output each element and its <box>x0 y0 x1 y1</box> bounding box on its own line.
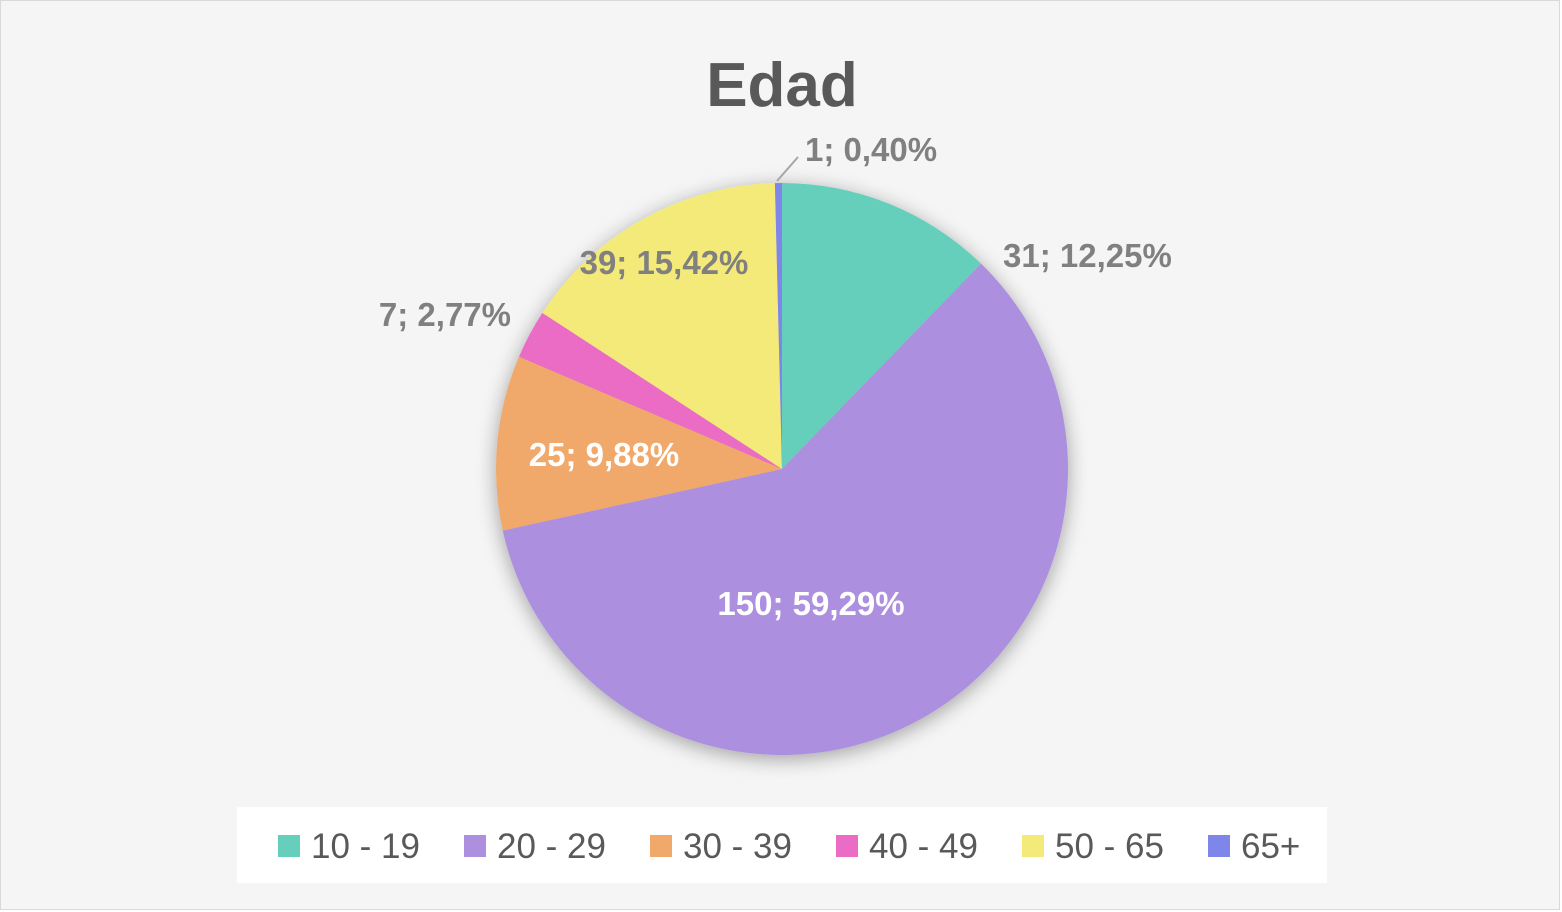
legend-label-65: 65+ <box>1241 827 1300 866</box>
legend-swatch-40-49 <box>836 835 858 857</box>
legend-box <box>237 807 1327 883</box>
legend-label-40-49: 40 - 49 <box>869 827 978 866</box>
pie-slice-40-49 <box>518 312 782 469</box>
legend-label-20-29: 20 - 29 <box>497 827 606 866</box>
data-label-30-39: 25; 9,88% <box>529 436 679 473</box>
legend-item-20-29: 20 - 29 <box>464 827 606 866</box>
legend-swatch-65 <box>1208 835 1230 857</box>
data-label-40-49: 7; 2,77% <box>379 296 511 333</box>
leader-line-65 <box>776 156 799 182</box>
pie-slices <box>496 183 1069 756</box>
pie-slice-20-29 <box>502 263 1069 756</box>
data-label-65: 1; 0,40% <box>805 131 937 168</box>
chart-title: Edad <box>706 51 858 120</box>
legend-item-30-39: 30 - 39 <box>650 827 792 866</box>
data-label-20-29: 150; 59,29% <box>717 585 904 622</box>
legend-label-10-19: 10 - 19 <box>311 827 420 866</box>
legend-item-50-65: 50 - 65 <box>1022 827 1164 866</box>
pie-slice-50-65 <box>542 183 782 469</box>
pie-slice-65 <box>774 183 782 469</box>
legend: 10 - 19 20 - 29 30 - 39 40 - 49 50 - 65 65+ <box>278 827 1300 866</box>
legend-swatch-20-29 <box>464 835 486 857</box>
legend-swatch-50-65 <box>1022 835 1044 857</box>
legend-item-10-19: 10 - 19 <box>278 827 420 866</box>
legend-item-40-49: 40 - 49 <box>836 827 978 866</box>
legend-swatch-30-39 <box>650 835 672 857</box>
leader-lines <box>776 156 799 182</box>
data-label-50-65: 39; 15,42% <box>580 244 749 281</box>
data-label-10-19: 31; 12,25% <box>1003 237 1172 274</box>
legend-label-30-39: 30 - 39 <box>683 827 792 866</box>
pie-slice-10-19 <box>782 183 982 469</box>
legend-label-50-65: 50 - 65 <box>1055 827 1164 866</box>
pie-slice-30-39 <box>496 356 782 531</box>
legend-swatch-10-19 <box>278 835 300 857</box>
legend-item-65: 65+ <box>1208 827 1300 866</box>
data-labels: 31; 12,25% 150; 59,29% 25; 9,88% 7; 2,77% 39… <box>379 131 1172 622</box>
